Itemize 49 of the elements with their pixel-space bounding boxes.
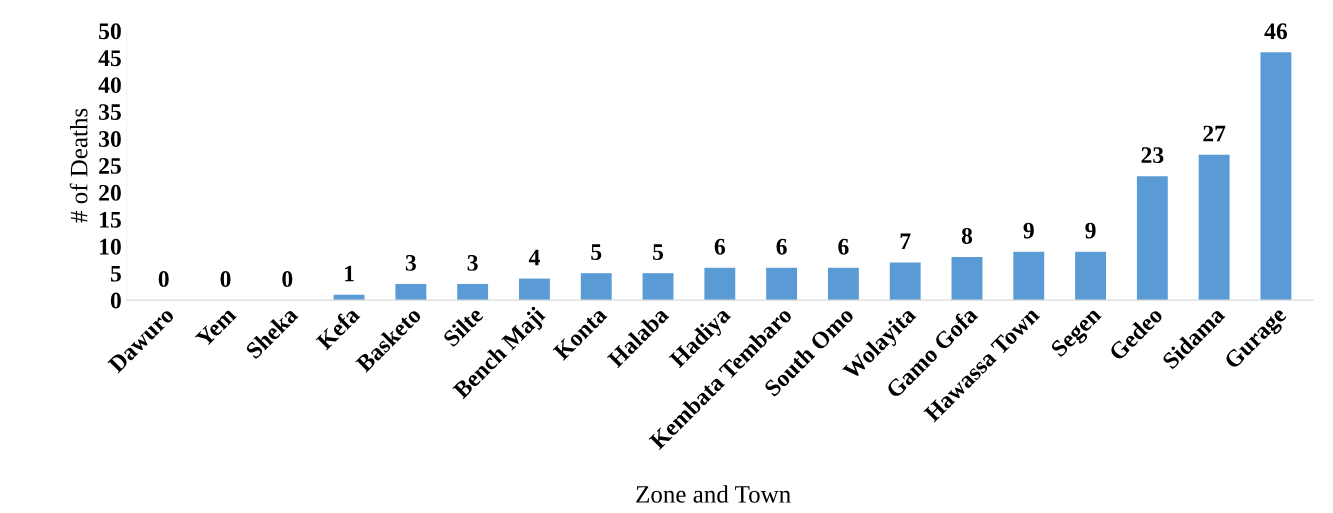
data-label: 46: [1264, 23, 1288, 40]
bar: [519, 278, 550, 301]
data-label: 9: [1023, 222, 1034, 239]
bar: [642, 273, 674, 301]
y-tick-label: 20: [99, 184, 121, 201]
y-tick-label: 45: [98, 50, 121, 67]
bar: [704, 267, 736, 301]
y-axis-title: # of Deaths: [69, 108, 88, 223]
y-tick-label: 15: [100, 211, 121, 228]
y-tick-label: 10: [100, 238, 121, 255]
bar: [580, 273, 612, 301]
data-label: 27: [1203, 125, 1226, 142]
data-label: 5: [591, 244, 602, 261]
data-label: 0: [220, 271, 231, 287]
data-label: 6: [776, 238, 787, 255]
data-label: 9: [1085, 222, 1096, 239]
bar: [766, 267, 798, 301]
bar: [951, 257, 983, 301]
bar: [1075, 251, 1107, 301]
data-label: 1: [345, 265, 354, 282]
y-tick-label: 5: [110, 265, 121, 282]
bar: [395, 283, 427, 301]
x-tick-label: Silte: [442, 305, 484, 348]
x-tick-label: Yem: [194, 305, 237, 348]
data-label: 6: [838, 238, 849, 255]
data-label: 0: [158, 271, 169, 287]
bar: [889, 262, 921, 301]
bar: [457, 283, 489, 301]
y-tick-label: 50: [99, 23, 121, 40]
bar: [827, 267, 859, 301]
bar: [1198, 154, 1230, 301]
bar: [1013, 251, 1045, 301]
data-label: 3: [405, 254, 416, 271]
data-label: 4: [528, 249, 540, 266]
y-tick-label: 40: [98, 77, 121, 94]
y-tick-label: 0: [110, 292, 121, 309]
data-label: 8: [961, 227, 973, 244]
data-label: 0: [282, 271, 293, 287]
y-tick-label: 35: [99, 104, 121, 120]
data-label: 5: [653, 244, 664, 261]
y-tick-label: 30: [99, 131, 121, 147]
data-label: 3: [467, 254, 478, 271]
bar: [1260, 52, 1292, 301]
x-axis-title: Zone and Town: [636, 485, 791, 503]
data-label: 7: [900, 233, 911, 250]
bar: [1136, 176, 1168, 301]
y-tick-label: 25: [99, 158, 121, 174]
data-label: 23: [1141, 147, 1164, 164]
data-label: 6: [714, 238, 726, 255]
